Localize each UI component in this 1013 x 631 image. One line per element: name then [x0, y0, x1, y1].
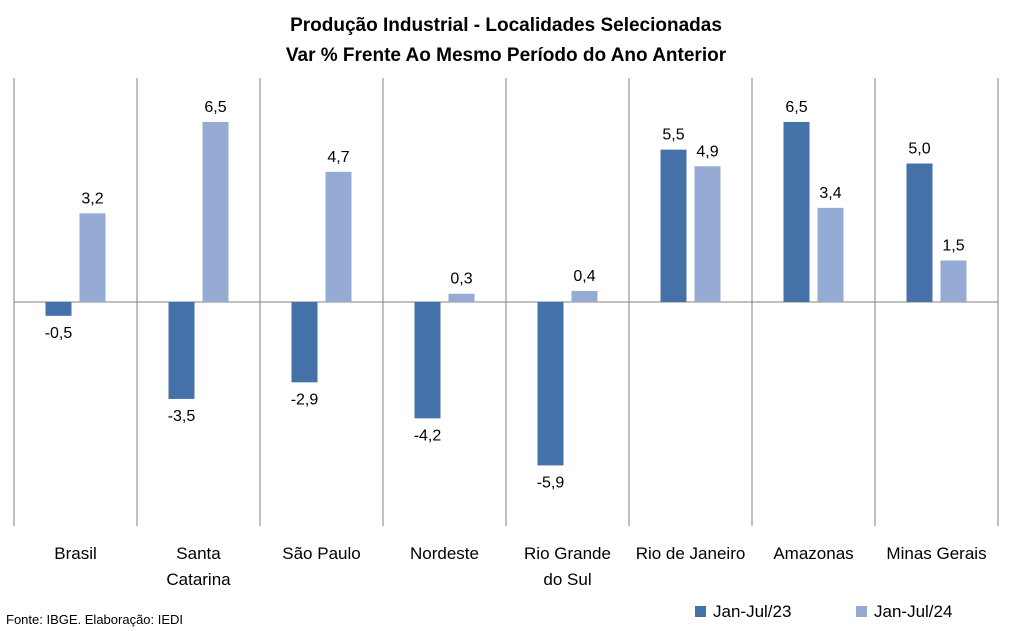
data-label-series-1: -2,9: [291, 391, 319, 408]
category-label: Minas Gerais: [886, 544, 986, 563]
bar-series-2: [325, 171, 352, 302]
legend-label-series-1: Jan-Jul/23: [713, 602, 791, 621]
category-label: Rio de Janeiro: [636, 544, 746, 563]
category-label: Nordeste: [410, 544, 479, 563]
data-label-series-2: 0,3: [450, 271, 472, 288]
bar-series-2: [817, 207, 844, 302]
category-label: Santa: [176, 544, 221, 563]
data-label-series-2: 6,5: [204, 99, 226, 116]
bar-series-1: [660, 149, 687, 302]
bar-series-1: [414, 302, 441, 419]
legend-swatch-series-1: [695, 606, 706, 617]
data-label-series-2: 3,2: [81, 190, 103, 207]
data-label-series-2: 4,7: [327, 149, 349, 166]
legend-swatch-series-2: [856, 606, 867, 617]
bar-series-1: [906, 163, 933, 302]
chart-title-line-2: Var % Frente Ao Mesmo Período do Ano Ant…: [286, 45, 727, 66]
bar-series-1: [168, 302, 195, 399]
data-label-series-2: 0,4: [573, 268, 595, 285]
data-labels: -0,5 3,2 -3,5 6,5 -2,9 4,7 -4,2 0,3 -5,9 0,4 5,5 4,…: [45, 99, 965, 491]
bar-series-1: [783, 121, 810, 302]
data-label-series-2: 1,5: [942, 237, 964, 254]
bar-series-2: [571, 290, 598, 302]
data-label-series-1: -3,5: [168, 408, 196, 425]
data-label-series-1: 5,5: [662, 127, 684, 144]
data-label-series-2: 4,9: [696, 143, 718, 160]
category-label: do Sul: [543, 570, 591, 589]
category-label: São Paulo: [282, 544, 360, 563]
bar-series-2: [79, 213, 106, 302]
bar-series-1: [537, 302, 564, 466]
source-note: Fonte: IBGE. Elaboração: IEDI: [6, 612, 183, 627]
category-labels: Brasil Santa Catarina São Paulo Nordeste Rio …: [54, 544, 986, 589]
bar-series-2: [940, 260, 967, 302]
data-label-series-1: -0,5: [45, 325, 73, 342]
bar-series-2: [448, 293, 475, 302]
chart-title-line-1: Produção Industrial - Localidades Seleci…: [290, 15, 722, 36]
bar-series-1: [291, 302, 318, 383]
data-label-series-1: 6,5: [785, 99, 807, 116]
plot-area: -0,5 3,2 -3,5 6,5 -2,9 4,7 -4,2 0,3 -5,9 0,4 5,5 4,…: [13, 78, 999, 589]
category-label: Brasil: [54, 544, 97, 563]
data-label-series-1: -5,9: [537, 474, 565, 491]
data-label-series-1: 5,0: [908, 141, 930, 158]
legend-label-series-2: Jan-Jul/24: [874, 602, 952, 621]
bar-series-2: [694, 166, 721, 302]
category-label: Catarina: [166, 570, 231, 589]
category-label: Amazonas: [773, 544, 853, 563]
bar-series-2: [202, 121, 229, 302]
bar-series-1: [45, 302, 72, 316]
data-label-series-2: 3,4: [819, 185, 841, 202]
legend: Jan-Jul/23 Jan-Jul/24: [695, 602, 952, 621]
category-label: Rio Grande: [524, 544, 611, 563]
bars: [45, 121, 967, 466]
data-label-series-1: -4,2: [414, 427, 442, 444]
